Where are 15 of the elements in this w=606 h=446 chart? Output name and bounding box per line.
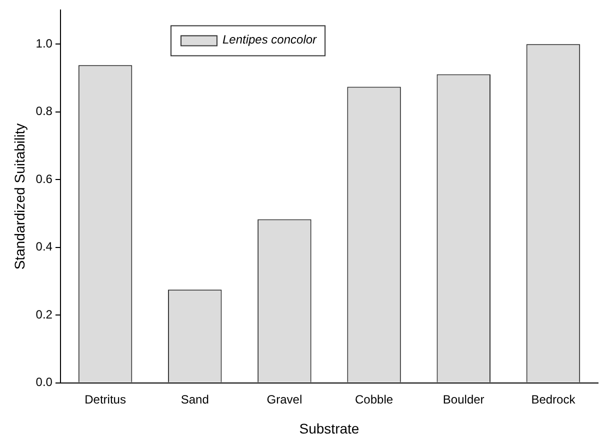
x-tick-label: Bedrock bbox=[531, 392, 576, 406]
x-tick-label: Detritus bbox=[84, 392, 126, 406]
y-axis-title: Standardized Suitability bbox=[11, 123, 28, 270]
y-tick-label: 1.0 bbox=[36, 36, 53, 50]
x-tick-label: Boulder bbox=[442, 392, 484, 406]
legend-label: Lentipes concolor bbox=[222, 32, 318, 47]
x-tick-label: Cobble bbox=[355, 392, 394, 406]
y-tick-label: 0.0 bbox=[36, 375, 53, 390]
y-tick-label: 0.2 bbox=[36, 307, 53, 322]
x-tick-label: Gravel bbox=[266, 392, 302, 406]
x-axis-title: Substrate bbox=[299, 420, 360, 436]
y-tick-label: 0.6 bbox=[36, 172, 53, 186]
x-tick-label: Sand bbox=[180, 392, 209, 406]
y-tick-label: 0.8 bbox=[36, 104, 53, 118]
y-tick-label: 0.4 bbox=[36, 240, 53, 254]
